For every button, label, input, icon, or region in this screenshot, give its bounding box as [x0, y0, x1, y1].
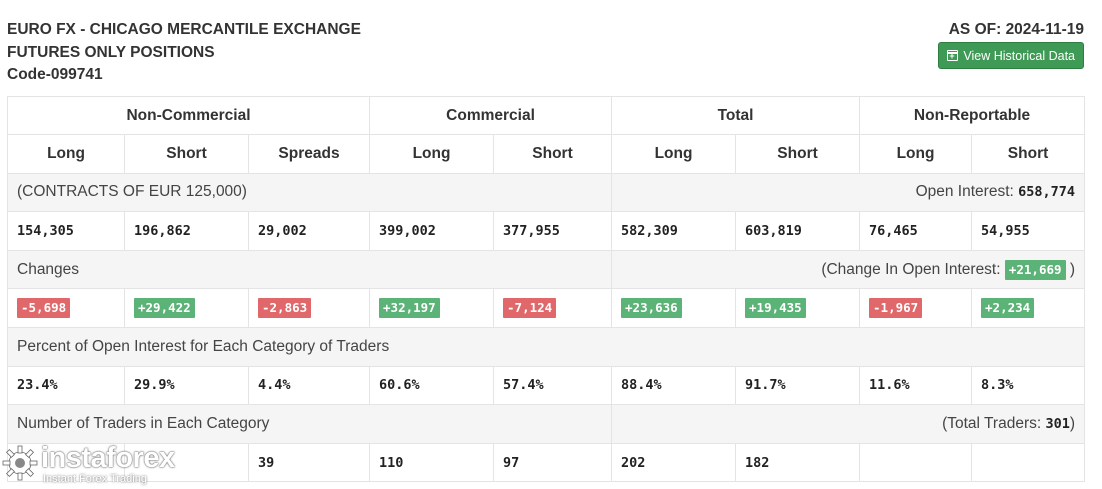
open-interest-value: 658,774: [1018, 184, 1076, 201]
open-interest-label: Open Interest:: [915, 183, 1014, 201]
table-cell: 154,305: [7, 211, 125, 251]
change-badge: -7,124: [503, 298, 557, 319]
watermark-text: instaforex Instant Forex Trading: [41, 443, 175, 485]
watermark-name: instaforex: [41, 442, 175, 474]
changes-label: Changes: [6, 249, 613, 290]
table-cell: 4.4%: [247, 365, 371, 406]
traders-label-row: Number of Traders in Each Category (Tota…: [6, 404, 1086, 444]
change-badge: -1,967: [869, 298, 923, 319]
traders-values-row: 39 110 97 202 182: [7, 442, 1086, 483]
table-cell: +32,197: [369, 288, 495, 328]
col-header: Short: [735, 134, 861, 174]
table-cell: +29,422: [124, 288, 249, 328]
change-badge: +29,422: [134, 298, 195, 319]
table-cell: 60.6%: [369, 365, 495, 406]
percent-values-row: 23.4% 29.9% 4.4% 60.6% 57.4% 88.4% 91.7%…: [7, 365, 1086, 406]
open-interest-cell: Open Interest: 658,774: [611, 172, 1086, 213]
report-code: Code-099741: [7, 66, 103, 83]
contracts-label-row: (CONTRACTS OF EUR 125,000) Open Interest…: [6, 172, 1086, 213]
instaforex-watermark: instaforex Instant Forex Trading: [2, 443, 178, 489]
change-badge: +23,636: [621, 298, 682, 319]
total-traders-label: (Total Traders:: [942, 414, 1042, 432]
col-header: Short: [493, 134, 613, 174]
contracts-label: (CONTRACTS OF EUR 125,000): [6, 172, 613, 213]
table-cell: +2,234: [971, 288, 1086, 328]
table-cell: 8.3%: [971, 365, 1086, 406]
col-header: Long: [859, 134, 973, 174]
col-header: Long: [369, 134, 495, 174]
view-historical-data-button[interactable]: View Historical Data: [938, 42, 1084, 69]
table-cell: [859, 442, 973, 483]
col-header: Spreads: [247, 134, 371, 174]
change-badge: -5,698: [17, 298, 71, 319]
changes-label-row: Changes (Change In Open Interest: +21,66…: [6, 249, 1086, 290]
col-header: Long: [7, 134, 125, 174]
percent-label: Percent of Open Interest for Each Catego…: [6, 326, 1086, 367]
table-cell: [124, 442, 249, 483]
changes-values-row: -5,698 +29,422 -2,863 +32,197 -7,124 +23…: [7, 288, 1086, 328]
table-cell: 202: [611, 442, 737, 483]
table-cell: 91.7%: [735, 365, 861, 406]
column-header-row: Long Short Spreads Long Short Long Short…: [7, 134, 1086, 174]
traders-label: Number of Traders in Each Category: [6, 404, 613, 444]
table-cell: 582,309: [611, 211, 737, 251]
change-open-interest-cell: (Change In Open Interest: +21,669 ): [611, 249, 1086, 290]
report-title: EURO FX - CHICAGO MERCANTILE EXCHANGE: [7, 21, 361, 38]
table-cell: 29.9%: [124, 365, 249, 406]
table-cell: [971, 442, 1086, 483]
table-cell: 39: [247, 442, 371, 483]
change-badge: +19,435: [745, 298, 806, 319]
total-traders-close: ): [1069, 414, 1076, 432]
change-badge: +2,234: [981, 298, 1035, 319]
table-cell: 57.4%: [493, 365, 613, 406]
group-header-row: Non-Commercial Commercial Total Non-Repo…: [6, 96, 1086, 135]
change-badge: +32,197: [379, 298, 440, 319]
table-cell: 29,002: [247, 211, 371, 251]
table-cell: 97: [493, 442, 613, 483]
table-cell: 399,002: [369, 211, 495, 251]
table-cell: 54,955: [971, 211, 1086, 251]
change-open-interest-label: (Change In Open Interest:: [821, 260, 1001, 278]
total-traders-value: 301: [1045, 415, 1070, 432]
table-cell: 76,465: [859, 211, 973, 251]
table-cell: -7,124: [493, 288, 613, 328]
table-cell: -5,698: [7, 288, 125, 328]
report-subtitle: FUTURES ONLY POSITIONS: [7, 43, 215, 61]
table-cell: +19,435: [735, 288, 861, 328]
gear-logo-icon: [2, 445, 38, 481]
group-total: Total: [611, 96, 861, 135]
change-open-interest-close: ): [1069, 260, 1076, 278]
table-cell: 196,862: [124, 211, 249, 251]
group-commercial: Commercial: [369, 96, 613, 135]
calendar-plus-icon: [947, 50, 959, 61]
table-cell: 182: [735, 442, 861, 483]
total-traders-cell: (Total Traders: 301): [611, 404, 1086, 444]
table-cell: 603,819: [735, 211, 861, 251]
table-cell: -2,863: [247, 288, 371, 328]
view-historical-data-label: View Historical Data: [963, 48, 1075, 63]
table-cell: -1,967: [859, 288, 973, 328]
table-cell: 88.4%: [611, 365, 737, 406]
change-open-interest-badge: +21,669: [1004, 259, 1066, 280]
cot-positions-table: Non-Commercial Commercial Total Non-Repo…: [6, 96, 1086, 483]
group-non-reportable: Non-Reportable: [859, 96, 1086, 135]
report-title-block: EURO FX - CHICAGO MERCANTILE EXCHANGE FU…: [7, 19, 361, 87]
contracts-values-row: 154,305 196,862 29,002 399,002 377,955 5…: [7, 211, 1086, 251]
table-cell: 11.6%: [859, 365, 973, 406]
watermark-tagline: Instant Forex Trading: [43, 473, 147, 485]
table-cell: +23,636: [611, 288, 737, 328]
table-cell: 377,955: [493, 211, 613, 251]
group-non-commercial: Non-Commercial: [6, 96, 371, 135]
percent-label-row: Percent of Open Interest for Each Catego…: [6, 326, 1086, 367]
as-of-date: AS OF: 2024-11-19: [948, 21, 1084, 38]
col-header: Short: [124, 134, 249, 174]
change-badge: -2,863: [258, 298, 312, 319]
table-cell: 110: [369, 442, 495, 483]
col-header: Long: [611, 134, 737, 174]
col-header: Short: [971, 134, 1086, 174]
table-cell: 23.4%: [7, 365, 125, 406]
